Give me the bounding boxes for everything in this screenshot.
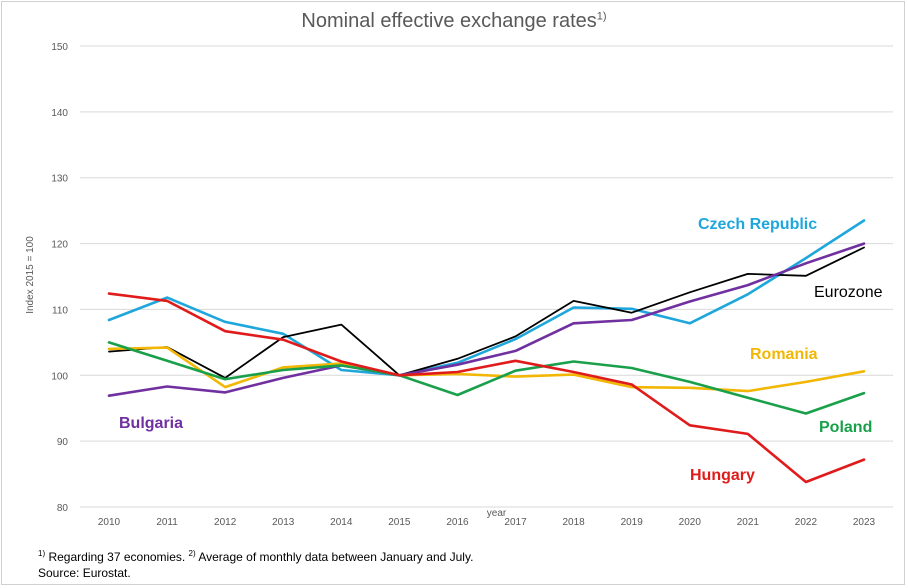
x-tick-label: 2013 (272, 517, 295, 528)
footnote-line-1: 1) Regarding 37 economies. 2) Average of… (38, 549, 474, 564)
series-label-hungary: Hungary (690, 467, 755, 484)
x-tick-label: 2012 (214, 517, 237, 528)
footnote-source: Source: Eurostat. (38, 566, 131, 580)
y-tick-label: 90 (57, 437, 69, 448)
series-line-eurozone (108, 246, 865, 379)
series-line-hungary (107, 292, 866, 484)
series-label-bulgaria: Bulgaria (119, 415, 183, 432)
y-tick-label: 100 (51, 371, 68, 382)
x-tick-label: 2019 (621, 517, 644, 528)
x-tick-label: 2022 (795, 517, 818, 528)
x-tick-label: 2015 (388, 517, 411, 528)
x-tick-label: 2010 (98, 517, 121, 528)
series-line-bulgaria (107, 242, 866, 398)
x-tick-label: 2020 (679, 517, 702, 528)
series-line-czech-republic (107, 219, 866, 377)
series-label-eurozone: Eurozone (814, 284, 883, 301)
x-tick-label: 2023 (853, 517, 876, 528)
y-tick-label: 150 (51, 42, 68, 53)
x-tick-label: 2018 (562, 517, 585, 528)
series-label-poland: Poland (819, 419, 872, 436)
x-tick-label: 2016 (446, 517, 469, 528)
series-label-czech-republic: Czech Republic (698, 216, 817, 233)
x-axis-label: year (487, 508, 507, 519)
y-tick-label: 140 (51, 108, 68, 119)
series-line-romania (107, 346, 866, 393)
y-tick-label: 80 (57, 503, 69, 514)
x-tick-label: 2021 (737, 517, 760, 528)
series-line-poland (107, 341, 866, 415)
x-tick-label: 2014 (330, 517, 353, 528)
y-tick-label: 120 (51, 240, 68, 251)
x-tick-label: 2011 (156, 517, 178, 528)
y-tick-label: 130 (51, 174, 68, 185)
chart-title: Nominal effective exchange rates1) (301, 10, 607, 32)
footnote: 1) Regarding 37 economies. 2) Average of… (38, 546, 473, 581)
x-tick-label: 2017 (504, 517, 527, 528)
y-tick-label: 110 (52, 305, 68, 316)
series-label-romania: Romania (750, 346, 818, 363)
